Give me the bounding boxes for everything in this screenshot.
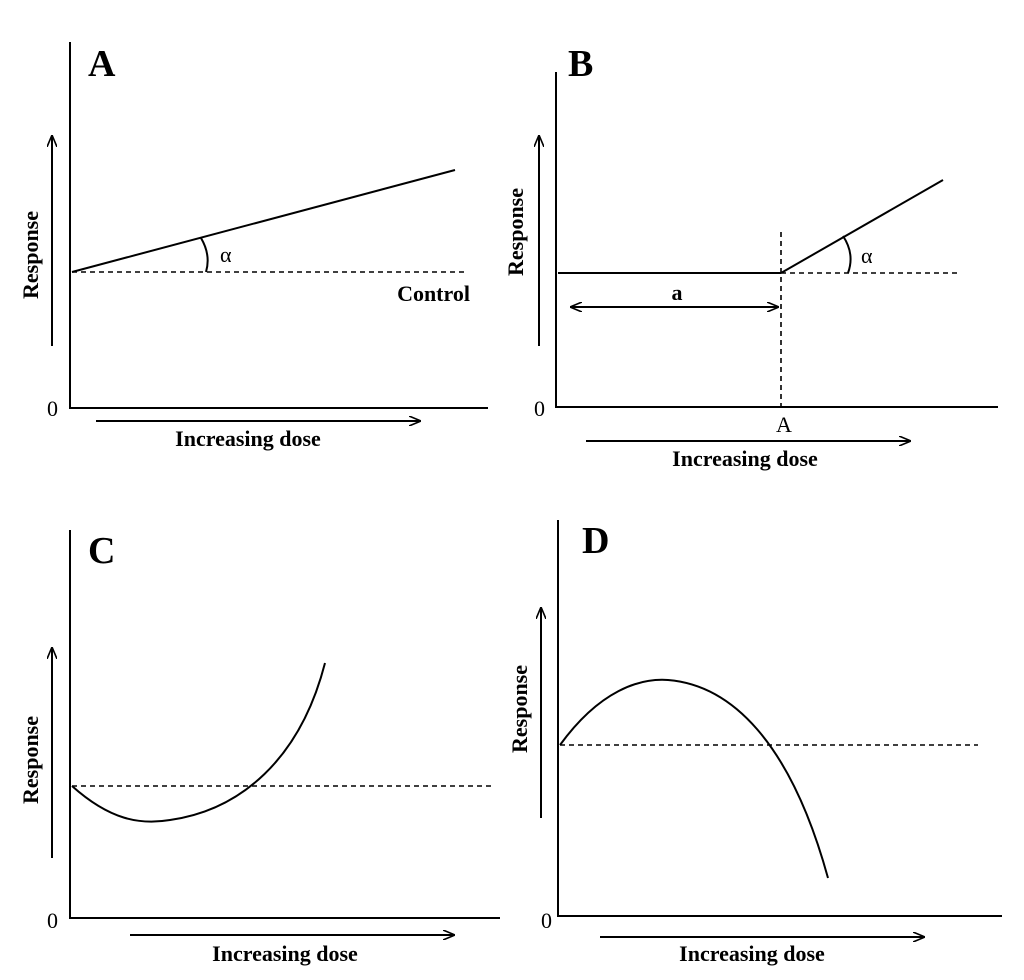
panel-b-y-label: Response [503,188,528,276]
panel-d-x-label: Increasing dose [679,941,825,966]
panel-a-letter: A [88,43,116,85]
panel-c: C 0 Response Increasing dose [18,530,500,966]
panel-a-zero-label: 0 [47,396,58,421]
panel-a-y-label: Response [18,211,43,299]
panel-b-range-label: a [672,280,683,305]
panel-c-letter: C [88,530,115,572]
panel-d: D 0 Response Increasing dose [507,520,1002,966]
panel-b-zero-label: 0 [534,396,545,421]
panel-b-x-label: Increasing dose [672,446,818,471]
panel-c-zero-label: 0 [47,908,58,933]
panel-c-axes [69,530,500,919]
panel-b-axes [555,72,998,408]
panel-a-angle-label: α [220,242,232,267]
panel-b-angle-arc [842,235,852,274]
panel-d-response-curve [559,678,829,879]
panel-b-angle-label: α [861,243,873,268]
panel-a-response-line [71,169,456,273]
panel-a-x-label: Increasing dose [175,426,321,451]
panel-b-threshold-label: A [776,412,792,437]
panel-a: A 0 Response Increasing dose α Control [18,42,488,451]
panel-a-control-label: Control [397,281,470,306]
panel-b: B 0 Response Increasing dose A α a [503,43,998,471]
panel-d-axes [557,520,1002,917]
panel-a-axes [69,42,488,409]
panel-b-response-line [780,179,944,274]
panel-c-x-label: Increasing dose [212,941,358,966]
panel-d-letter: D [582,520,609,562]
panel-c-y-label: Response [18,716,43,804]
panel-a-angle-arc [200,237,209,273]
panel-d-y-label: Response [507,665,532,753]
panel-d-zero-label: 0 [541,908,552,933]
panel-c-response-curve [71,662,326,823]
panel-b-letter: B [568,43,593,85]
